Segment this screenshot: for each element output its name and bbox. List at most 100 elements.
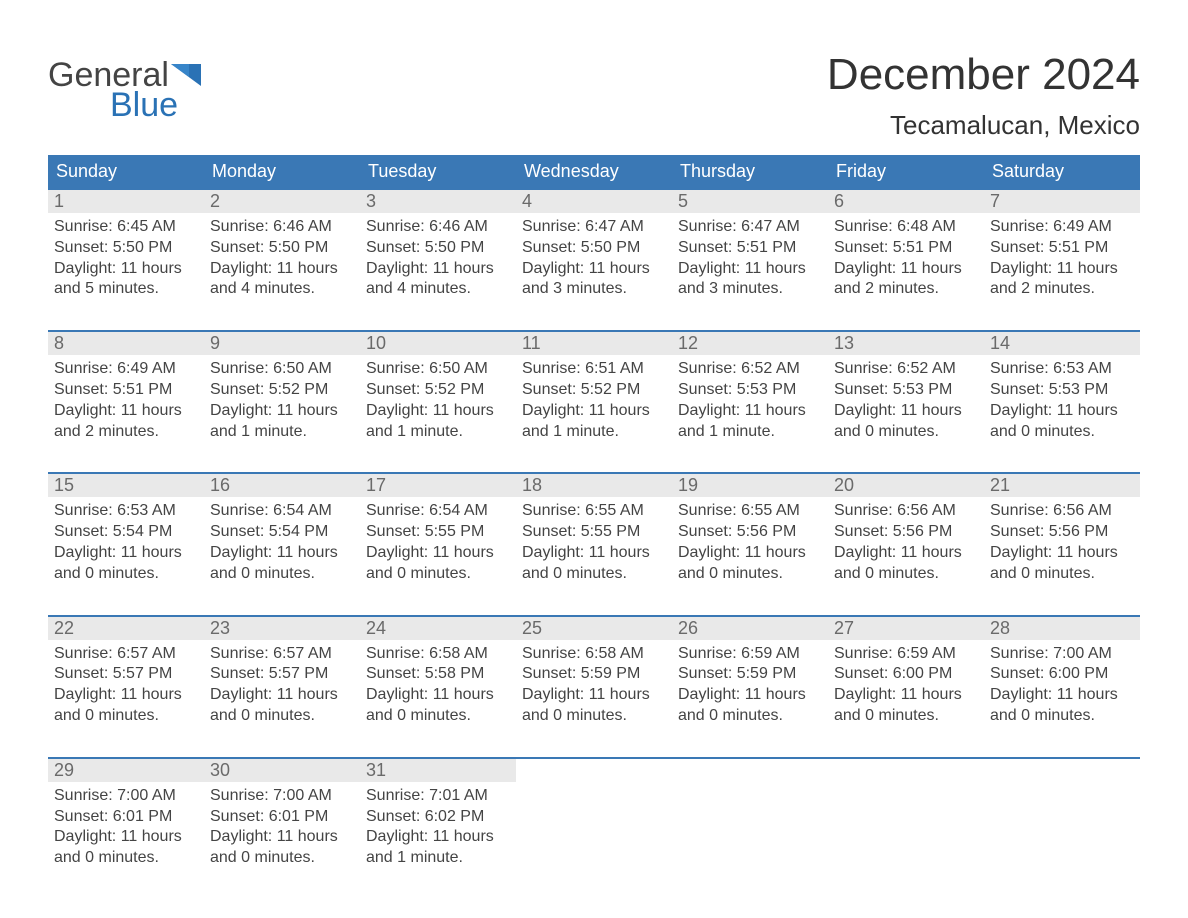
day-body: Sunrise: 6:55 AMSunset: 5:56 PMDaylight:… [672, 497, 828, 590]
day-cell: 8Sunrise: 6:49 AMSunset: 5:51 PMDaylight… [48, 332, 204, 448]
daylight-text-1: Daylight: 11 hours [834, 401, 978, 422]
weeks-container: 1Sunrise: 6:45 AMSunset: 5:50 PMDaylight… [48, 188, 1140, 875]
day-body: Sunrise: 6:58 AMSunset: 5:58 PMDaylight:… [360, 640, 516, 733]
daylight-text-2: and 0 minutes. [834, 706, 978, 727]
sunset-text: Sunset: 6:00 PM [834, 664, 978, 685]
daylight-text-2: and 0 minutes. [522, 564, 666, 585]
daylight-text-2: and 0 minutes. [54, 706, 198, 727]
daylight-text-2: and 0 minutes. [210, 706, 354, 727]
sunset-text: Sunset: 5:53 PM [678, 380, 822, 401]
page-header: General Blue December 2024 Tecamalucan, … [48, 50, 1140, 141]
daylight-text-1: Daylight: 11 hours [210, 401, 354, 422]
daylight-text-2: and 2 minutes. [990, 279, 1134, 300]
daylight-text-2: and 1 minute. [366, 422, 510, 443]
day-cell: 26Sunrise: 6:59 AMSunset: 5:59 PMDayligh… [672, 617, 828, 733]
day-body: Sunrise: 6:54 AMSunset: 5:54 PMDaylight:… [204, 497, 360, 590]
daylight-text-1: Daylight: 11 hours [522, 401, 666, 422]
daylight-text-1: Daylight: 11 hours [990, 543, 1134, 564]
dow-header-cell: Friday [828, 155, 984, 188]
day-cell: 23Sunrise: 6:57 AMSunset: 5:57 PMDayligh… [204, 617, 360, 733]
sunrise-text: Sunrise: 6:55 AM [678, 501, 822, 522]
day-body: Sunrise: 7:00 AMSunset: 6:00 PMDaylight:… [984, 640, 1140, 733]
day-cell: 29Sunrise: 7:00 AMSunset: 6:01 PMDayligh… [48, 759, 204, 875]
daylight-text-1: Daylight: 11 hours [522, 685, 666, 706]
day-cell: 25Sunrise: 6:58 AMSunset: 5:59 PMDayligh… [516, 617, 672, 733]
day-number: 5 [672, 190, 828, 213]
sunset-text: Sunset: 5:54 PM [210, 522, 354, 543]
sunset-text: Sunset: 6:01 PM [210, 807, 354, 828]
daylight-text-2: and 0 minutes. [366, 564, 510, 585]
day-body: Sunrise: 6:55 AMSunset: 5:55 PMDaylight:… [516, 497, 672, 590]
day-cell: 31Sunrise: 7:01 AMSunset: 6:02 PMDayligh… [360, 759, 516, 875]
sunrise-text: Sunrise: 6:49 AM [990, 217, 1134, 238]
sunset-text: Sunset: 6:01 PM [54, 807, 198, 828]
day-body: Sunrise: 6:46 AMSunset: 5:50 PMDaylight:… [204, 213, 360, 306]
day-number: 8 [48, 332, 204, 355]
week-row: 29Sunrise: 7:00 AMSunset: 6:01 PMDayligh… [48, 757, 1140, 875]
location-label: Tecamalucan, Mexico [827, 110, 1140, 141]
day-body: Sunrise: 6:52 AMSunset: 5:53 PMDaylight:… [828, 355, 984, 448]
sunrise-text: Sunrise: 6:47 AM [678, 217, 822, 238]
day-cell: 13Sunrise: 6:52 AMSunset: 5:53 PMDayligh… [828, 332, 984, 448]
daylight-text-1: Daylight: 11 hours [54, 259, 198, 280]
day-number: 17 [360, 474, 516, 497]
day-body: Sunrise: 6:59 AMSunset: 5:59 PMDaylight:… [672, 640, 828, 733]
daylight-text-2: and 1 minute. [366, 848, 510, 869]
day-number: 27 [828, 617, 984, 640]
daylight-text-2: and 0 minutes. [990, 422, 1134, 443]
day-number: 2 [204, 190, 360, 213]
daylight-text-1: Daylight: 11 hours [366, 685, 510, 706]
sunset-text: Sunset: 5:57 PM [54, 664, 198, 685]
day-body: Sunrise: 6:59 AMSunset: 6:00 PMDaylight:… [828, 640, 984, 733]
sunset-text: Sunset: 5:50 PM [210, 238, 354, 259]
day-cell [516, 759, 672, 875]
daylight-text-1: Daylight: 11 hours [834, 259, 978, 280]
sunrise-text: Sunrise: 6:47 AM [522, 217, 666, 238]
day-body: Sunrise: 6:56 AMSunset: 5:56 PMDaylight:… [984, 497, 1140, 590]
dow-header-row: SundayMondayTuesdayWednesdayThursdayFrid… [48, 155, 1140, 188]
sunset-text: Sunset: 5:52 PM [522, 380, 666, 401]
day-number: 25 [516, 617, 672, 640]
day-body: Sunrise: 6:45 AMSunset: 5:50 PMDaylight:… [48, 213, 204, 306]
sunset-text: Sunset: 5:52 PM [210, 380, 354, 401]
dow-header-cell: Wednesday [516, 155, 672, 188]
sunrise-text: Sunrise: 6:46 AM [366, 217, 510, 238]
day-cell: 21Sunrise: 6:56 AMSunset: 5:56 PMDayligh… [984, 474, 1140, 590]
sunset-text: Sunset: 5:56 PM [834, 522, 978, 543]
sunset-text: Sunset: 5:55 PM [366, 522, 510, 543]
day-cell: 28Sunrise: 7:00 AMSunset: 6:00 PMDayligh… [984, 617, 1140, 733]
day-number: 23 [204, 617, 360, 640]
sunrise-text: Sunrise: 6:51 AM [522, 359, 666, 380]
day-cell: 5Sunrise: 6:47 AMSunset: 5:51 PMDaylight… [672, 190, 828, 306]
day-cell: 16Sunrise: 6:54 AMSunset: 5:54 PMDayligh… [204, 474, 360, 590]
day-number: 20 [828, 474, 984, 497]
sunset-text: Sunset: 5:50 PM [54, 238, 198, 259]
day-number: 1 [48, 190, 204, 213]
daylight-text-1: Daylight: 11 hours [834, 543, 978, 564]
sunrise-text: Sunrise: 6:50 AM [210, 359, 354, 380]
day-number: 30 [204, 759, 360, 782]
day-number: 4 [516, 190, 672, 213]
daylight-text-2: and 0 minutes. [834, 564, 978, 585]
daylight-text-1: Daylight: 11 hours [522, 259, 666, 280]
sunset-text: Sunset: 5:52 PM [366, 380, 510, 401]
title-block: December 2024 Tecamalucan, Mexico [827, 50, 1140, 141]
sunset-text: Sunset: 5:56 PM [990, 522, 1134, 543]
sunset-text: Sunset: 5:55 PM [522, 522, 666, 543]
day-cell: 12Sunrise: 6:52 AMSunset: 5:53 PMDayligh… [672, 332, 828, 448]
day-number: 10 [360, 332, 516, 355]
sunrise-text: Sunrise: 6:54 AM [210, 501, 354, 522]
sunrise-text: Sunrise: 6:57 AM [54, 644, 198, 665]
daylight-text-2: and 4 minutes. [366, 279, 510, 300]
daylight-text-1: Daylight: 11 hours [210, 685, 354, 706]
daylight-text-1: Daylight: 11 hours [210, 259, 354, 280]
day-cell: 10Sunrise: 6:50 AMSunset: 5:52 PMDayligh… [360, 332, 516, 448]
day-cell: 4Sunrise: 6:47 AMSunset: 5:50 PMDaylight… [516, 190, 672, 306]
week-row: 15Sunrise: 6:53 AMSunset: 5:54 PMDayligh… [48, 472, 1140, 590]
day-body: Sunrise: 7:01 AMSunset: 6:02 PMDaylight:… [360, 782, 516, 875]
day-number: 19 [672, 474, 828, 497]
day-body: Sunrise: 6:47 AMSunset: 5:50 PMDaylight:… [516, 213, 672, 306]
day-cell: 15Sunrise: 6:53 AMSunset: 5:54 PMDayligh… [48, 474, 204, 590]
sunrise-text: Sunrise: 7:00 AM [210, 786, 354, 807]
day-body: Sunrise: 6:51 AMSunset: 5:52 PMDaylight:… [516, 355, 672, 448]
